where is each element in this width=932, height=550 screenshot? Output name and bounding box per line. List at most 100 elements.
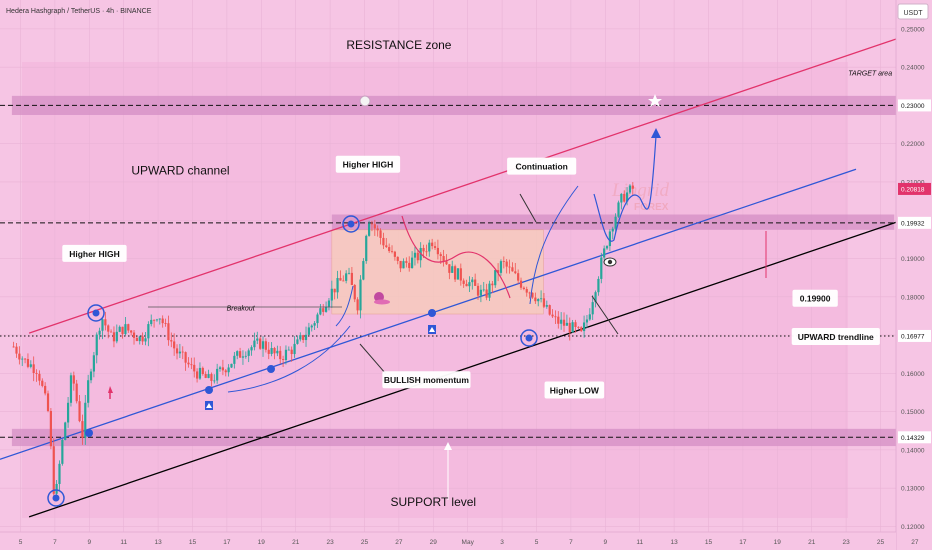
candle-body <box>347 272 351 274</box>
candle-body <box>445 261 448 265</box>
candle-body <box>302 335 305 341</box>
candle-body <box>356 299 359 311</box>
time-tick-label: 23 <box>326 539 334 546</box>
candle-body <box>247 350 250 356</box>
candle-body <box>233 355 236 364</box>
annotation-box <box>507 157 577 175</box>
price-tick-label: 0.19000 <box>901 256 925 263</box>
projection-path <box>593 135 657 242</box>
candle-body <box>539 298 543 300</box>
candle-body <box>491 283 494 286</box>
candle-body <box>227 367 230 373</box>
candle-body <box>84 402 87 438</box>
info-icon <box>359 95 371 107</box>
candle-body <box>244 355 247 357</box>
candle-body <box>238 351 242 358</box>
candle-body <box>568 322 571 333</box>
time-tick-label: 5 <box>535 539 539 546</box>
candle-body <box>64 422 67 440</box>
candle-body <box>316 314 319 324</box>
candle-body <box>482 289 485 291</box>
candle-body <box>307 327 310 335</box>
candle-body <box>264 341 267 350</box>
candle-body <box>15 346 18 354</box>
annotation-label: SUPPORT level <box>391 495 477 509</box>
candle-body <box>339 278 342 281</box>
candle-body <box>431 242 434 247</box>
candle-body <box>442 256 445 262</box>
annotation-box <box>544 381 605 399</box>
candle-body <box>399 260 402 269</box>
currency-badge: USDT <box>903 10 923 17</box>
watermark-line1: Lingrid <box>611 180 670 201</box>
candle-body <box>72 375 75 384</box>
touch-dot-6 <box>92 309 100 317</box>
candle-body <box>517 273 520 281</box>
candle-body <box>210 374 213 381</box>
continuation-arrow <box>529 185 579 305</box>
price-tick-label: 0.22000 <box>901 141 925 148</box>
candle-body <box>396 256 399 261</box>
hh-circle-2 <box>342 215 360 233</box>
zone-band <box>331 214 895 230</box>
candle-body <box>118 326 121 332</box>
candle-body <box>112 332 116 342</box>
candle-body <box>485 289 488 298</box>
candle-body <box>628 185 632 193</box>
support-arrowhead <box>444 442 452 450</box>
price-tick-label: 0.12000 <box>901 524 925 531</box>
candle-body <box>26 359 30 367</box>
annotation-label: 0.19900 <box>800 294 831 304</box>
touch-dot-5 <box>52 494 60 502</box>
candle-body <box>284 349 288 361</box>
candle-body <box>502 261 505 262</box>
candle-body <box>525 289 528 293</box>
candle-body <box>462 280 465 284</box>
pointer-line-upward-trendline <box>591 295 619 335</box>
higher-low-circle <box>520 329 538 347</box>
candle-body <box>310 325 313 328</box>
candle-body <box>542 298 546 307</box>
time-tick-label: 9 <box>603 539 607 546</box>
candle-body <box>253 340 256 348</box>
price-axis[interactable]: 0.120000.130000.140000.150000.160000.170… <box>895 0 932 550</box>
annotation-label: Higher LOW <box>550 386 600 396</box>
time-tick-label: 19 <box>774 539 782 546</box>
time-axis[interactable]: 5 7 9 11 13 15 17 19 21 23 25 27 29 May 3 5 7 9 11 13 15 17 19… <box>0 531 932 550</box>
candle-body <box>511 267 514 272</box>
candle-body <box>75 383 78 402</box>
candle-body <box>422 247 425 252</box>
annotation-label: RESISTANCE zone <box>346 38 451 52</box>
candle-body <box>66 402 70 423</box>
candle-body <box>290 349 293 355</box>
trendline-upward-trendline <box>0 168 857 460</box>
candle-body <box>605 246 609 249</box>
candle-body <box>87 380 90 403</box>
candle-body <box>436 247 439 255</box>
candle-body <box>107 325 110 332</box>
candle-body <box>193 364 196 372</box>
candle-body <box>345 273 348 281</box>
candle-body <box>115 331 118 342</box>
candle-body <box>528 292 531 294</box>
candle-body <box>281 359 285 361</box>
level-price-tag-bg <box>898 99 931 112</box>
level-price-tag-bg <box>898 216 931 229</box>
drawing-overlay <box>47 94 767 507</box>
annotation-label: Higher HIGH <box>69 249 120 259</box>
candle-body <box>46 393 50 411</box>
candle-body <box>150 319 153 325</box>
candle-body <box>61 439 64 464</box>
candle-body <box>92 355 95 372</box>
candle-body <box>195 371 199 379</box>
level-price-tag: 0.23000 <box>901 103 925 110</box>
current-price-tag: 0.20818 <box>901 186 925 193</box>
candle-body <box>439 254 442 257</box>
time-tick-label: 25 <box>877 539 885 546</box>
time-tick-label: May <box>462 539 475 546</box>
time-tick-label: 27 <box>911 539 919 546</box>
time-tick-label: 7 <box>569 539 573 546</box>
time-tick-label: 15 <box>189 539 197 546</box>
pointer-line-bullish <box>359 343 387 375</box>
